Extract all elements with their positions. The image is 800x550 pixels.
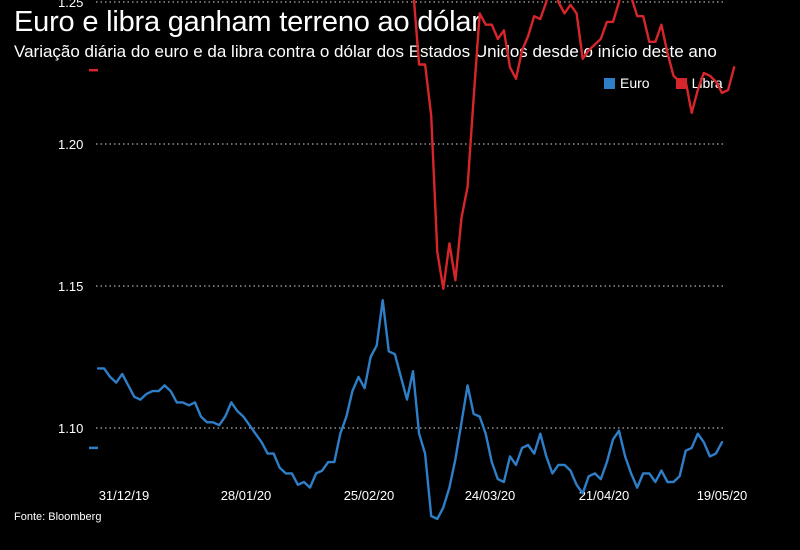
- chart-title: Euro e libra ganham terreno ao dólar: [14, 6, 481, 38]
- x-tick-label-3: 24/03/20: [465, 488, 516, 503]
- legend-label-euro: Euro: [620, 75, 650, 91]
- series-line-euro: [96, 299, 724, 521]
- legend-swatch-libra: [675, 77, 687, 89]
- legend-item-euro: Euro: [604, 75, 650, 91]
- y-tick-label-1.25: 1.25: [58, 0, 83, 10]
- x-tick-label-0: 31/12/19: [99, 488, 150, 503]
- x-tick-label-4: 21/04/20: [579, 488, 630, 503]
- legend-swatch-euro: [604, 77, 615, 89]
- y-tick-label-1.15: 1.15: [58, 279, 83, 294]
- x-tick-label-1: 28/01/20: [221, 488, 272, 503]
- y-tick-label-1.10: 1.10: [58, 421, 83, 436]
- series-line-libra: [412, 0, 736, 290]
- x-tick-label-5: 19/05/20: [697, 488, 748, 503]
- y-tick-label-1.20: 1.20: [58, 137, 83, 152]
- chart-subtitle: Variação diária do euro e da libra contr…: [14, 42, 717, 61]
- x-tick-label-2: 25/02/20: [344, 488, 395, 503]
- source-note: Fonte: Bloomberg: [14, 511, 102, 523]
